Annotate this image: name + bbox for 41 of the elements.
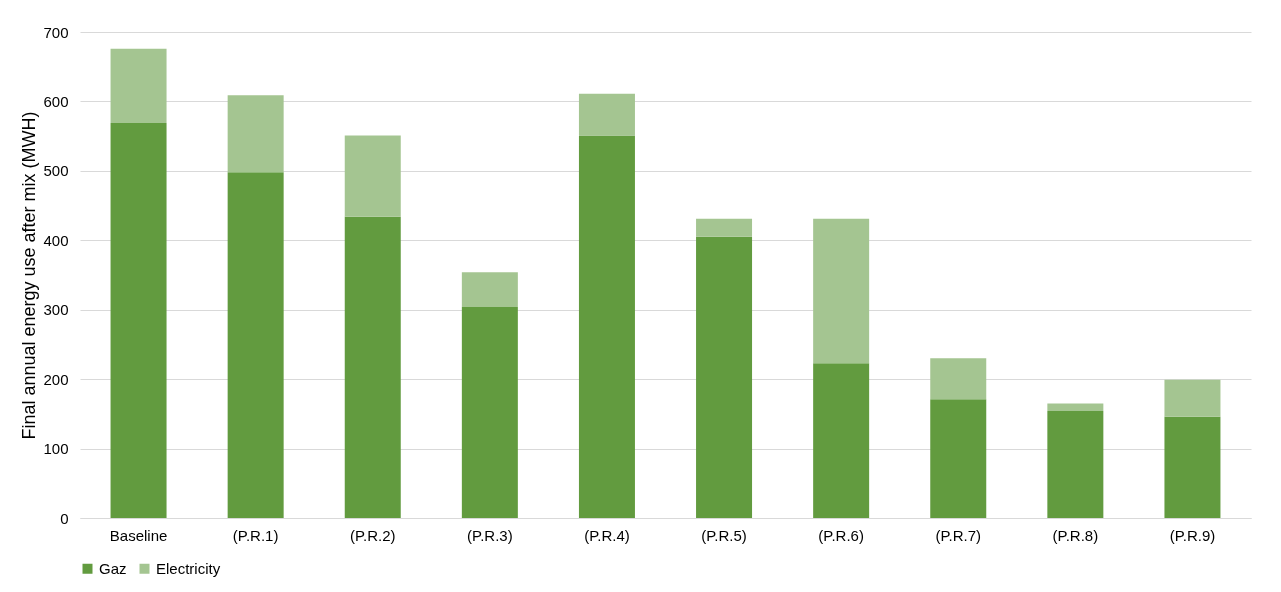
bar (578, 93, 635, 136)
bar (227, 95, 284, 173)
x-tick-label: (P.R.6) (818, 526, 864, 544)
y-axis-title: Final annual energy use after mix (MWH) (19, 111, 40, 440)
bar (1047, 411, 1104, 518)
x-tick-label: (P.R.8) (1052, 526, 1099, 544)
legend-label: Electricity (156, 559, 221, 577)
y-tick-label: 100 (43, 440, 69, 458)
bar (344, 135, 401, 217)
bar (813, 218, 870, 364)
y-tick-label: 700 (43, 23, 69, 41)
bar (110, 122, 167, 518)
bar (461, 306, 518, 518)
x-tick-label: (P.R.2) (349, 526, 396, 544)
x-tick-label: (P.R.5) (701, 526, 747, 544)
bar (578, 135, 635, 518)
bar (696, 236, 753, 518)
y-tick-label: 500 (43, 162, 69, 180)
y-tick-label: 200 (43, 370, 69, 388)
bar (1047, 403, 1104, 412)
bar (1164, 416, 1221, 518)
bar (930, 358, 987, 400)
bar (930, 399, 987, 518)
legend-label: Gaz (99, 559, 127, 577)
bar (344, 216, 401, 518)
x-tick-label: (P.R.3) (467, 526, 513, 544)
bar (110, 48, 167, 123)
y-tick-label: 0 (60, 509, 69, 527)
x-tick-label: (P.R.7) (935, 526, 982, 544)
y-tick-label: 300 (43, 301, 69, 319)
x-tick-label: Baseline (109, 526, 168, 544)
bar (1164, 379, 1221, 417)
x-tick-label: (P.R.9) (1169, 526, 1216, 544)
bar (461, 272, 518, 307)
bar (696, 218, 753, 237)
bar (227, 172, 284, 518)
x-tick-label: (P.R.1) (232, 526, 279, 544)
y-tick-label: 600 (43, 92, 69, 110)
x-tick-label: (P.R.4) (584, 526, 630, 544)
y-tick-label: 400 (43, 231, 69, 249)
bar (813, 363, 870, 518)
